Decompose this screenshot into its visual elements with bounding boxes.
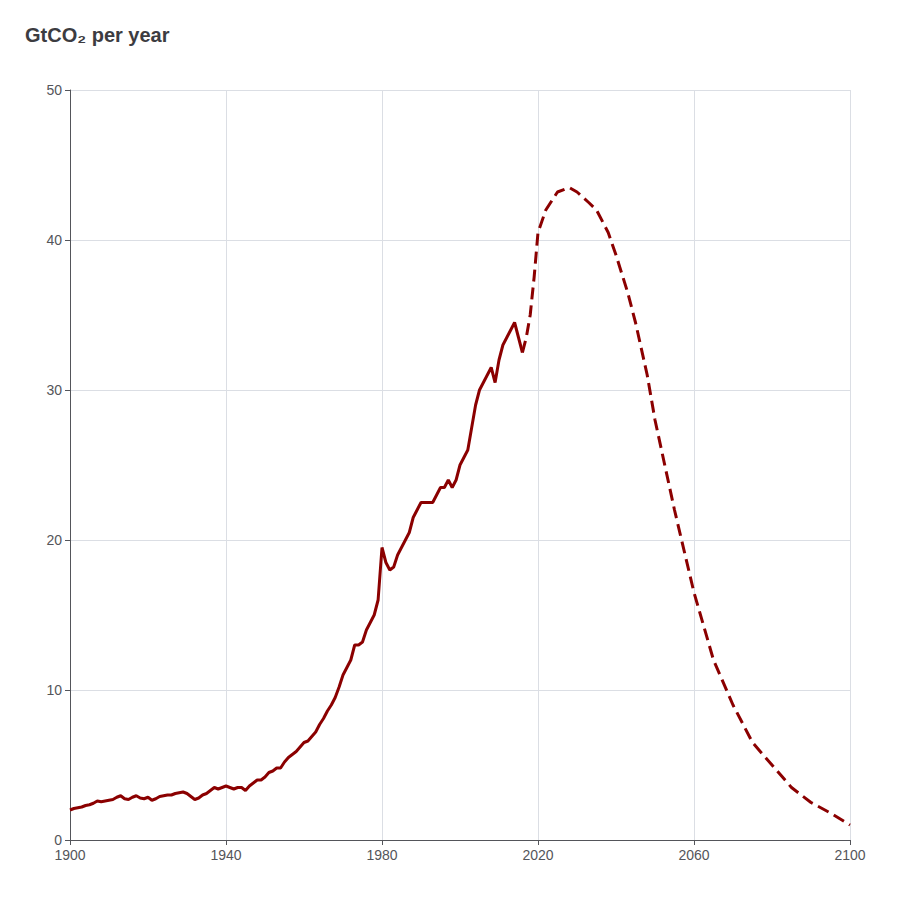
svg-text:10: 10: [46, 682, 62, 698]
svg-text:1940: 1940: [210, 847, 241, 863]
svg-text:1900: 1900: [54, 847, 85, 863]
svg-text:2020: 2020: [522, 847, 553, 863]
svg-text:0: 0: [54, 832, 62, 848]
svg-text:50: 50: [46, 82, 62, 98]
svg-text:2100: 2100: [834, 847, 865, 863]
svg-text:1980: 1980: [366, 847, 397, 863]
svg-text:20: 20: [46, 532, 62, 548]
svg-text:GtCO₂ per year: GtCO₂ per year: [25, 24, 170, 46]
svg-text:40: 40: [46, 232, 62, 248]
svg-text:2060: 2060: [678, 847, 709, 863]
svg-text:30: 30: [46, 382, 62, 398]
